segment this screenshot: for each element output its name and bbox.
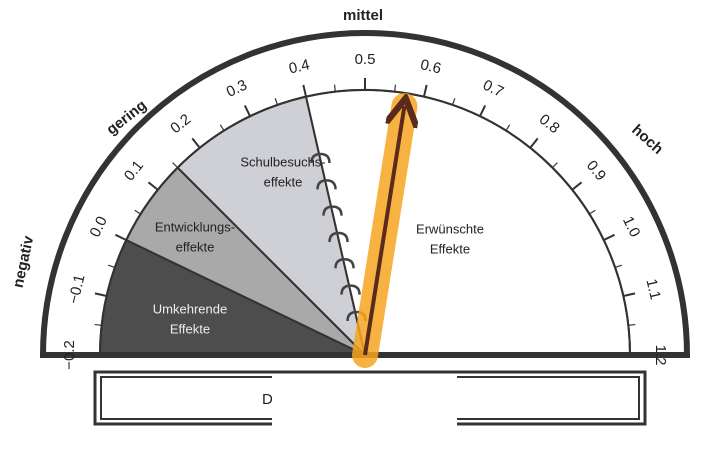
zone-label: Erwünschte xyxy=(416,221,484,236)
cover xyxy=(272,376,457,438)
minor-tick xyxy=(95,325,102,326)
diagram: −0.2−0.10.00.10.20.30.40.50.60.70.80.91.… xyxy=(0,0,707,450)
zone-label: Effekte xyxy=(430,241,470,256)
zone-label: effekte xyxy=(264,174,303,189)
zone-label: Schulbesuchs- xyxy=(240,154,325,169)
zone-label: Umkehrende xyxy=(153,301,227,316)
minor-tick xyxy=(335,85,336,92)
far-left-label: negativ xyxy=(10,234,38,290)
minor-tick xyxy=(395,85,396,92)
zone-label: effekte xyxy=(176,239,215,254)
tick-label: 1.2 xyxy=(652,345,669,366)
minor-tick xyxy=(628,325,635,326)
zone-label: Effekte xyxy=(170,321,210,336)
top-label: mittel xyxy=(343,7,383,24)
right-label: hoch xyxy=(628,121,666,158)
zone-label: Entwicklungs- xyxy=(155,219,235,234)
footer-text: D xyxy=(262,391,273,408)
tick-label: 0.5 xyxy=(355,51,376,68)
tick-label: −0.2 xyxy=(61,340,78,370)
